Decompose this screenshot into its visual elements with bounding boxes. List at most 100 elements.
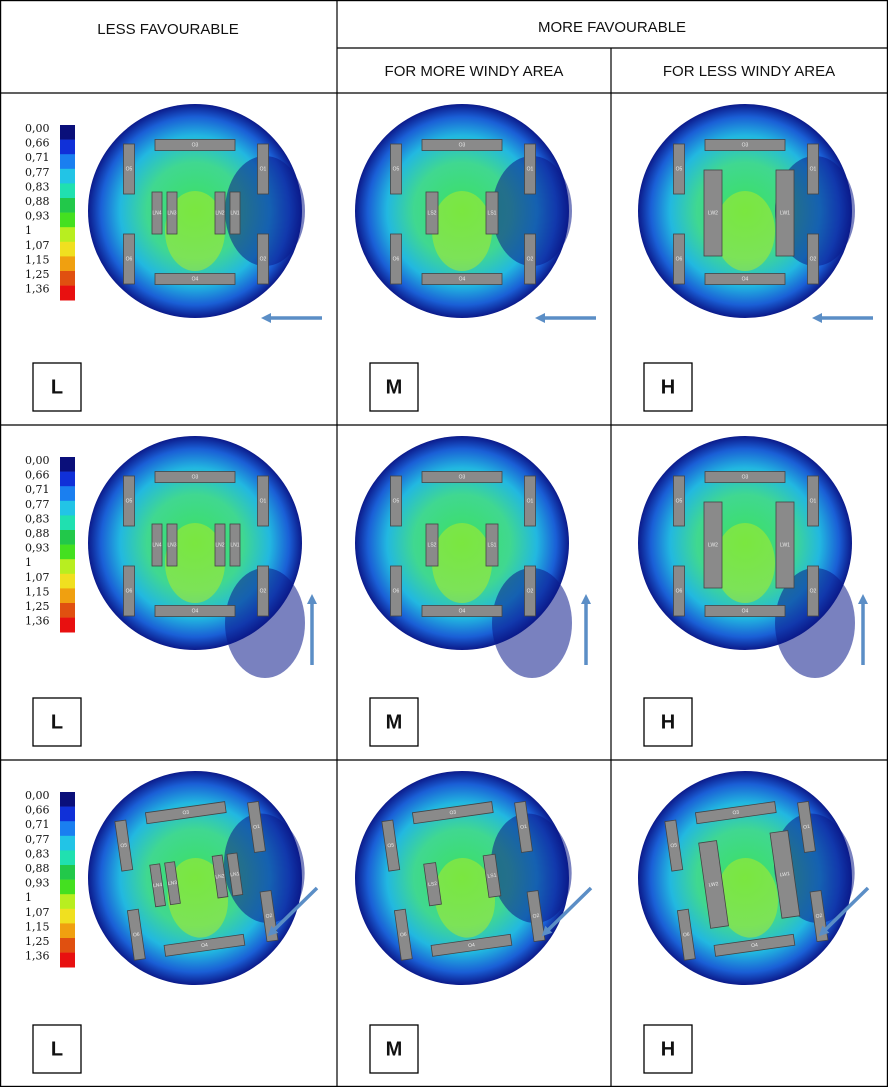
cell-label: M xyxy=(386,1038,403,1060)
legend-label: 0,66 xyxy=(25,804,50,817)
wake-zone xyxy=(775,156,855,266)
building-label: LN2 xyxy=(215,210,224,216)
building-label: O2 xyxy=(810,588,817,594)
building xyxy=(393,908,413,961)
legend-swatch xyxy=(60,573,75,589)
legend-swatch xyxy=(60,241,75,257)
building-label: O4 xyxy=(742,276,749,282)
legend-label: 1,07 xyxy=(25,239,50,252)
wind-arrow-head xyxy=(261,313,271,323)
building-label: O6 xyxy=(683,932,691,939)
legend-swatch xyxy=(60,938,75,953)
building xyxy=(704,273,786,285)
speed-zone xyxy=(167,857,229,938)
building-label: LN4 xyxy=(152,542,161,548)
building-label: O2 xyxy=(527,256,534,262)
building xyxy=(154,605,236,617)
building xyxy=(423,862,442,907)
wind-arrow-head xyxy=(818,925,830,937)
legend-label: 0,71 xyxy=(25,151,50,164)
header-less: LESS FAVOURABLE xyxy=(97,21,238,38)
building-label: O6 xyxy=(676,588,683,594)
building xyxy=(164,861,181,906)
legend-label: 0,93 xyxy=(25,877,50,890)
building-label: O3 xyxy=(182,810,190,817)
building-label: O4 xyxy=(459,608,466,614)
legend-swatch xyxy=(60,530,75,545)
building-label: LS2 xyxy=(428,542,437,548)
building xyxy=(214,191,226,235)
header-more-windy: FOR MORE WINDY AREA xyxy=(385,63,564,80)
legend-label: 1,25 xyxy=(25,935,50,948)
legend-label: 1 xyxy=(25,891,32,904)
building xyxy=(390,143,402,195)
building-label: O4 xyxy=(192,608,199,614)
building xyxy=(166,191,178,235)
wind-arrow-head xyxy=(581,594,591,604)
label-box xyxy=(369,697,419,747)
building-label: O3 xyxy=(192,474,199,480)
legend-swatch xyxy=(60,603,75,618)
label-box xyxy=(32,362,82,412)
building-label: O6 xyxy=(393,588,400,594)
legend-label: 0,66 xyxy=(25,137,50,150)
flow-plot: O3 O4 O5 O6 O1 O2 LS2 LS1 xyxy=(355,436,572,678)
building xyxy=(807,565,819,617)
building-label: O4 xyxy=(192,276,199,282)
cell-label: L xyxy=(51,711,63,733)
building xyxy=(126,908,146,961)
legend-label: 0,93 xyxy=(25,542,50,555)
legend-label: 0,00 xyxy=(25,789,50,802)
legend-label: 1,07 xyxy=(25,571,50,584)
legend-label: 0,83 xyxy=(25,512,50,525)
building-label: LN4 xyxy=(152,210,161,216)
legend-swatch xyxy=(60,835,75,851)
building xyxy=(163,933,246,957)
flow-plot: O3 O4 O5 O6 O1 O2 LS2 LS1 xyxy=(355,771,572,985)
building-label: O3 xyxy=(742,474,749,480)
wake-zone xyxy=(225,568,305,678)
cell-label: H xyxy=(661,1038,675,1060)
building-label: LN2 xyxy=(215,873,225,880)
speed-zone xyxy=(432,191,492,271)
building xyxy=(524,475,536,527)
legend-swatch xyxy=(60,544,75,560)
speed-zone xyxy=(715,523,775,603)
cell-label: M xyxy=(386,711,403,733)
building xyxy=(485,191,499,235)
building xyxy=(114,819,134,872)
building-label: LN1 xyxy=(230,871,240,878)
flow-plot: O3 O4 O5 O6 O1 O2 LW2 LW1 xyxy=(638,771,855,985)
building-label: O3 xyxy=(732,810,740,817)
legend-swatch xyxy=(60,894,75,910)
building xyxy=(229,191,241,235)
building-label: O1 xyxy=(253,824,261,831)
building xyxy=(144,801,227,825)
flow-plot: O3 O4 O5 O6 O1 O2 LN4 LN3 LN2 LN1 xyxy=(88,104,305,318)
building-label: O5 xyxy=(676,166,683,172)
wake-zone xyxy=(775,568,855,678)
building-label: LW2 xyxy=(708,542,718,548)
building-label: O1 xyxy=(260,498,267,504)
building-label: LW1 xyxy=(780,871,791,878)
legend-swatch xyxy=(60,471,75,487)
building-label: O5 xyxy=(393,166,400,172)
building xyxy=(482,853,502,898)
legend-swatch xyxy=(60,908,75,924)
building xyxy=(514,800,533,853)
building-label: LW2 xyxy=(708,881,719,888)
wind-arrow xyxy=(544,886,593,934)
building xyxy=(226,852,244,897)
building-label: O5 xyxy=(676,498,683,504)
header-less-windy: FOR LESS WINDY AREA xyxy=(663,63,835,80)
legend-swatch xyxy=(60,500,75,516)
building xyxy=(411,801,494,825)
wake-zone xyxy=(223,813,305,924)
building xyxy=(703,501,723,589)
building xyxy=(390,565,402,617)
wind-arrow-head xyxy=(267,925,279,937)
building xyxy=(390,475,402,527)
legend-swatch xyxy=(60,125,75,140)
building-label: O3 xyxy=(742,142,749,148)
wind-arrow-head xyxy=(541,925,553,937)
